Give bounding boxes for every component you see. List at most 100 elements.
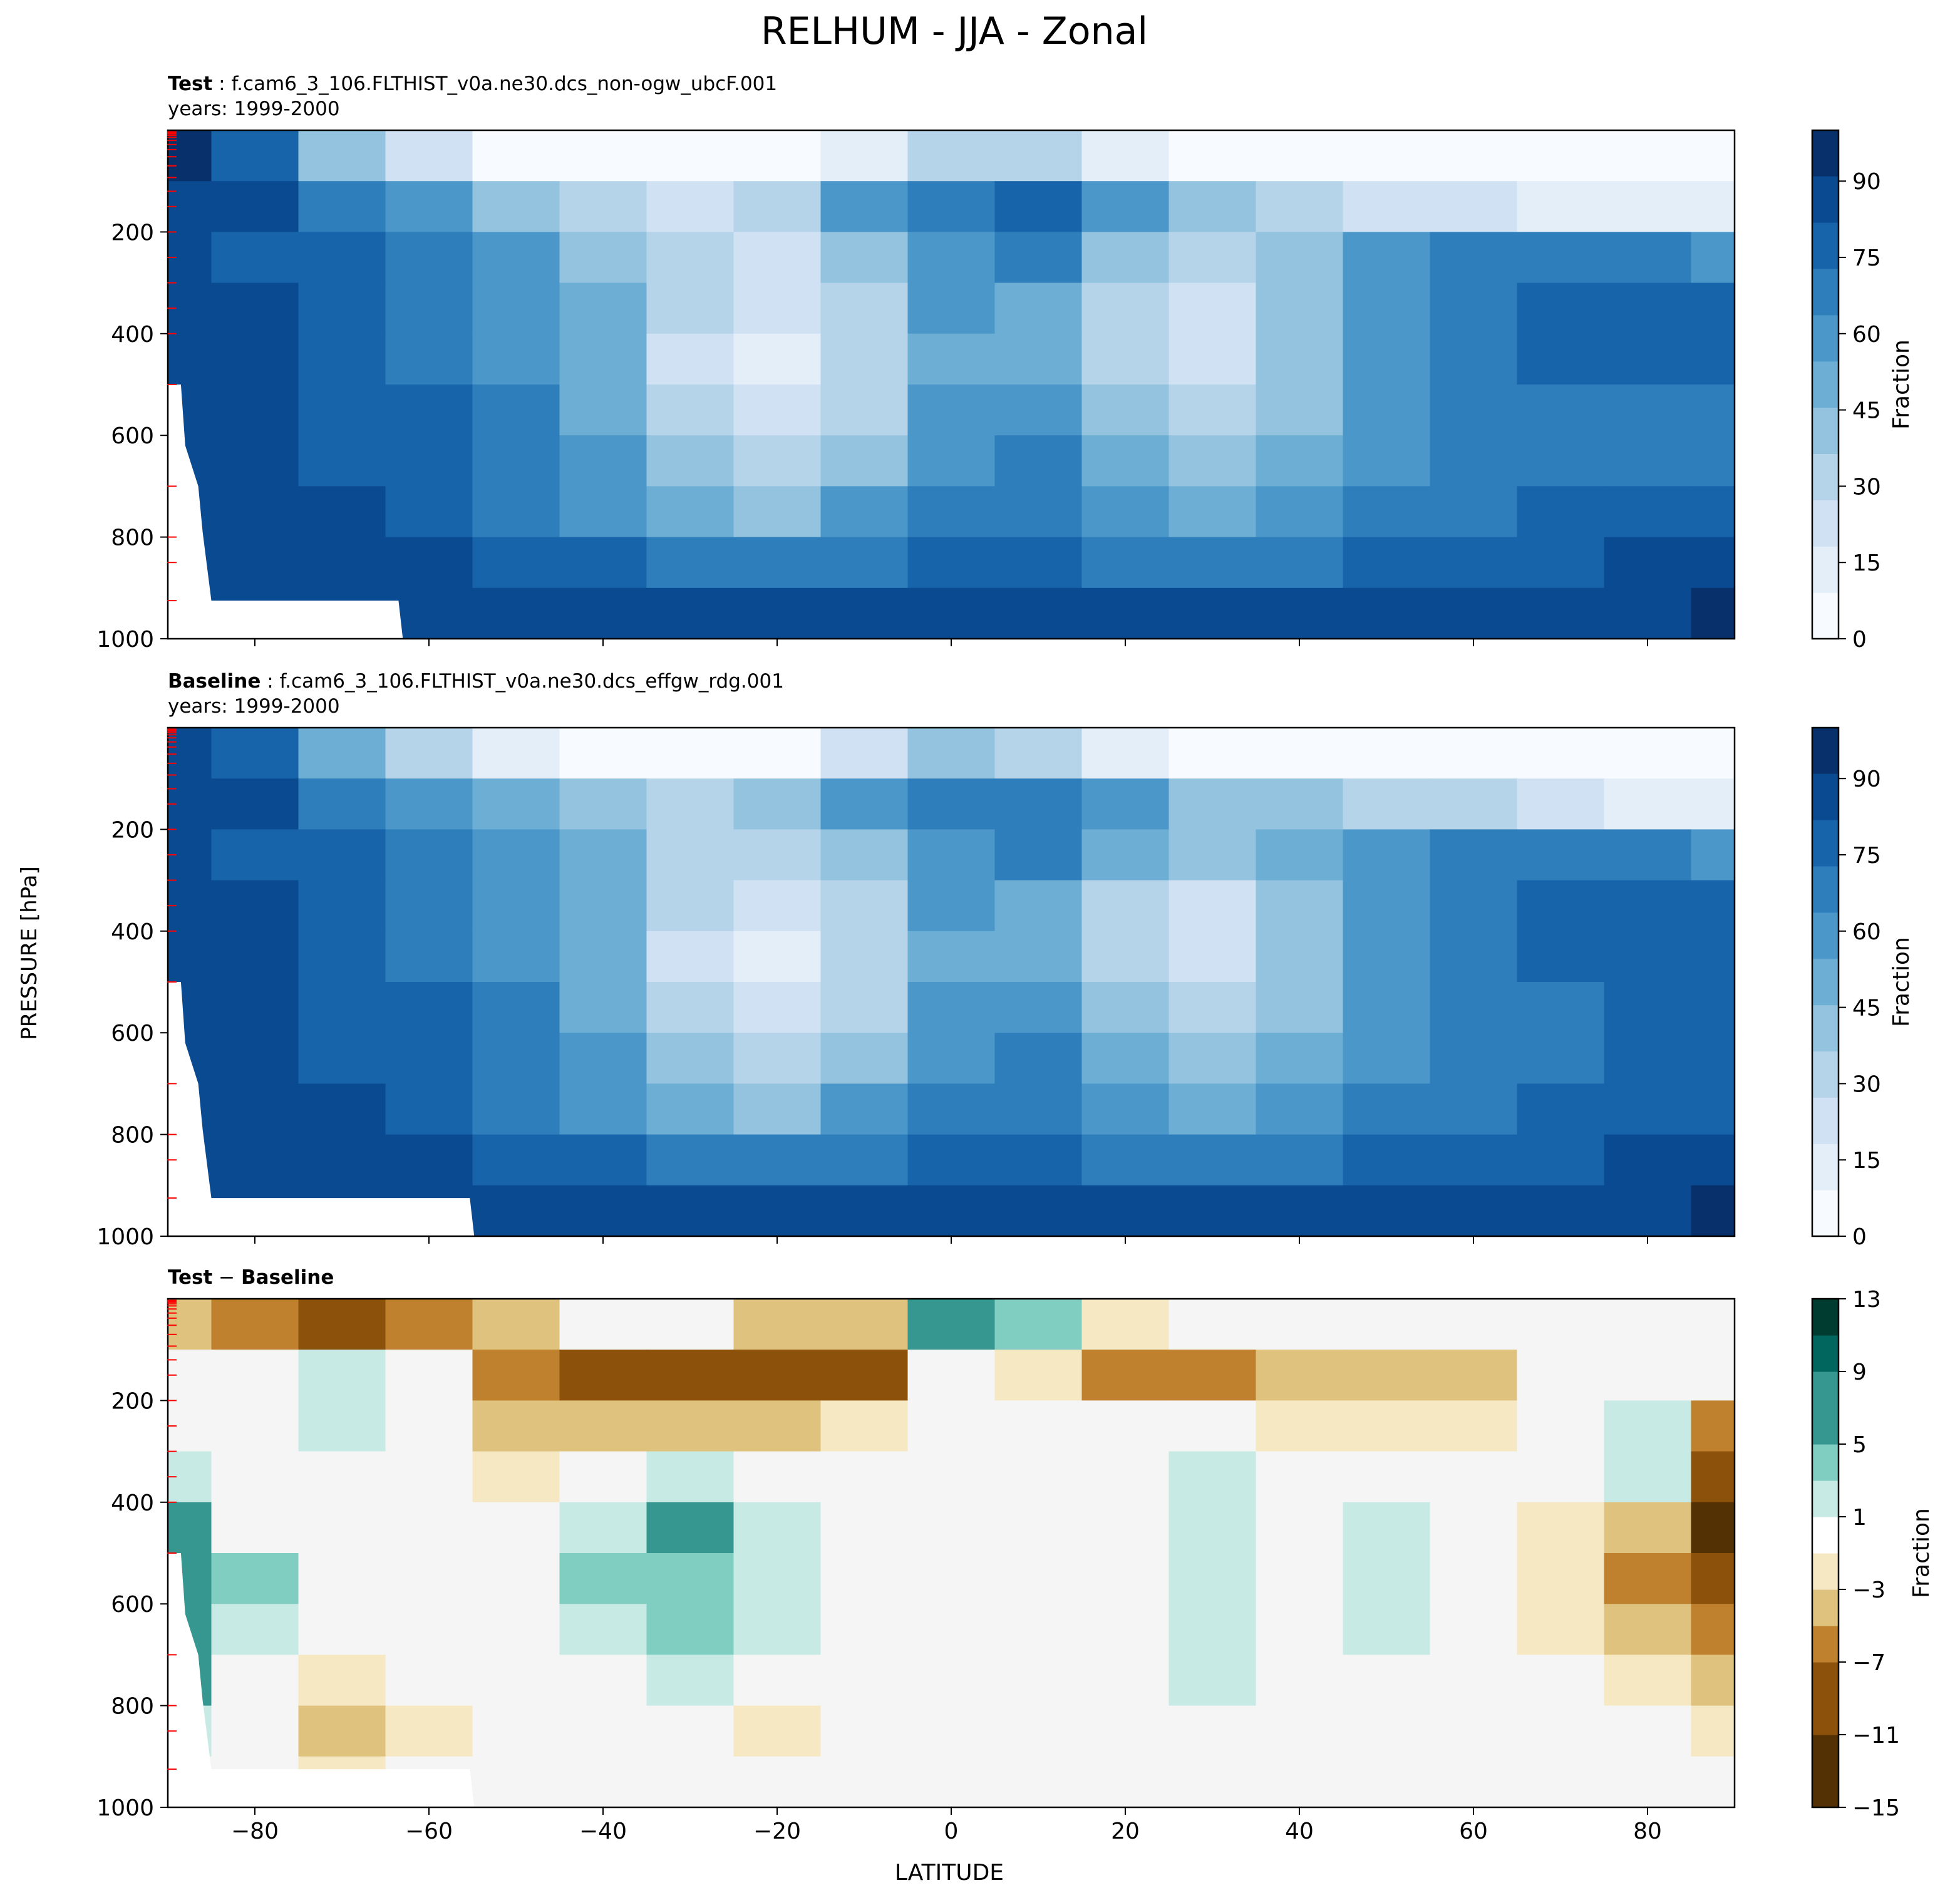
heatmap-cell — [994, 1756, 1083, 1808]
heatmap-cell — [994, 1083, 1083, 1135]
heatmap-cell — [298, 1553, 386, 1604]
heatmap-cell — [559, 982, 647, 1033]
heatmap-cell — [559, 232, 647, 284]
heatmap-cell — [211, 880, 299, 932]
heatmap-cell — [472, 1655, 560, 1706]
heatmap-cell — [733, 880, 822, 932]
heatmap-cells — [168, 130, 1735, 639]
heatmap-cell — [994, 181, 1083, 233]
heatmap-cell — [1168, 1033, 1257, 1085]
heatmap-cell — [1604, 486, 1692, 538]
heatmap-cell — [1256, 1604, 1344, 1656]
colorbar-segment — [1812, 268, 1839, 316]
heatmap-cell — [298, 1502, 386, 1554]
colorbar-frame — [1811, 129, 1840, 640]
heatmap-cell — [733, 982, 822, 1033]
heatmap-cell — [559, 537, 647, 589]
y-tick-label: 1000 — [96, 627, 154, 653]
heatmap-cell — [1343, 982, 1431, 1033]
colorbar: 0 15 30 45 60 75 90 Fraction — [1811, 129, 1914, 653]
heatmap-cell — [472, 1451, 560, 1503]
colorbar-tick-label: 0 — [1852, 1224, 1867, 1250]
heatmap-cell — [1604, 1400, 1692, 1452]
heatmap-cell — [1517, 1185, 1605, 1237]
baseline-separator: : — [260, 670, 279, 693]
heatmap-cell — [820, 1350, 909, 1402]
heatmap-cell — [820, 232, 909, 284]
heatmap-cell — [168, 1502, 212, 1554]
heatmap-cell — [385, 333, 473, 385]
heatmap-cell — [1430, 1033, 1518, 1085]
heatmap-cell — [472, 778, 560, 830]
heatmap-cell — [1430, 728, 1518, 779]
heatmap-cell — [1430, 537, 1518, 589]
heatmap-cell — [1343, 1033, 1431, 1085]
colorbar-segment — [1812, 546, 1839, 593]
x-tick-label: 80 — [1633, 1819, 1662, 1844]
colorbar-segment — [1812, 222, 1839, 269]
heatmap-cell — [994, 1604, 1083, 1656]
heatmap-cell — [907, 1756, 996, 1808]
y-tick-label: 200 — [111, 220, 154, 245]
heatmap-cell — [1343, 587, 1431, 639]
heatmap-cell — [168, 1299, 212, 1350]
heatmap-cell — [1430, 1083, 1518, 1135]
heatmap-cell — [1256, 1705, 1344, 1757]
colorbar-segment — [1812, 407, 1839, 454]
colorbar-segment — [1812, 1662, 1839, 1699]
diff-test-label: Test — [168, 1266, 213, 1289]
heatmap-cell — [994, 1350, 1083, 1402]
heatmap-cell — [1256, 435, 1344, 487]
heatmap-cell — [298, 333, 386, 385]
heatmap-cell — [385, 1134, 473, 1186]
heatmap-cell — [1343, 1134, 1431, 1186]
heatmap-cell — [994, 982, 1083, 1033]
heatmap-cell — [1604, 1350, 1692, 1402]
heatmap-cell — [646, 1502, 735, 1554]
heatmap-cell — [1343, 1655, 1431, 1706]
heatmap-cell — [820, 1451, 909, 1503]
heatmap-cell — [1343, 232, 1431, 284]
heatmap-cell — [994, 1134, 1083, 1186]
heatmap-cell — [385, 282, 473, 334]
missing-data-mask — [168, 1553, 475, 1807]
heatmap-cell — [1691, 1299, 1735, 1350]
heatmap-cell — [994, 435, 1083, 487]
heatmap-cell — [298, 385, 386, 436]
heatmap-cell — [472, 1502, 560, 1554]
heatmap-cell — [1343, 537, 1431, 589]
heatmap-cell — [1517, 728, 1605, 779]
heatmap-cell — [1168, 1400, 1257, 1452]
heatmap-cell — [1168, 282, 1257, 334]
heatmap-cell — [1081, 728, 1170, 779]
heatmap-cell — [1691, 130, 1735, 182]
heatmap-cell — [559, 333, 647, 385]
heatmap-cell — [385, 537, 473, 589]
heatmap-cell — [733, 1134, 822, 1186]
heatmap-cell — [1517, 1033, 1605, 1085]
heatmap-cell — [1430, 1299, 1518, 1350]
colorbar-label: Fraction — [1909, 1508, 1934, 1598]
heatmap-cell — [559, 1299, 647, 1350]
heatmap-cell — [1168, 333, 1257, 385]
heatmap-cell — [559, 587, 647, 639]
heatmap-cell — [1343, 130, 1431, 182]
heatmap-cell — [211, 1350, 299, 1402]
difference-panel-header: Test − Baseline — [168, 1266, 334, 1289]
heatmap-cell — [1256, 1756, 1344, 1808]
heatmap-cell — [1517, 778, 1605, 830]
baseline-panel: 200 400 600 800 1000 0 15 30 45 60 75 90 Fraction — [96, 726, 1914, 1250]
heatmap-cell — [1081, 537, 1170, 589]
heatmap-cell — [1343, 1553, 1431, 1604]
colorbar-tick-label: 1 — [1852, 1505, 1867, 1531]
heatmap-cell — [994, 282, 1083, 334]
heatmap-cell — [211, 1033, 299, 1085]
heatmap-cell — [994, 385, 1083, 436]
heatmap-cell — [211, 778, 299, 830]
heatmap-cell — [1256, 829, 1344, 881]
heatmap-cell — [1430, 232, 1518, 284]
heatmap-cell — [646, 982, 735, 1033]
heatmap-cell — [1430, 486, 1518, 538]
heatmap-cell — [1256, 778, 1344, 830]
